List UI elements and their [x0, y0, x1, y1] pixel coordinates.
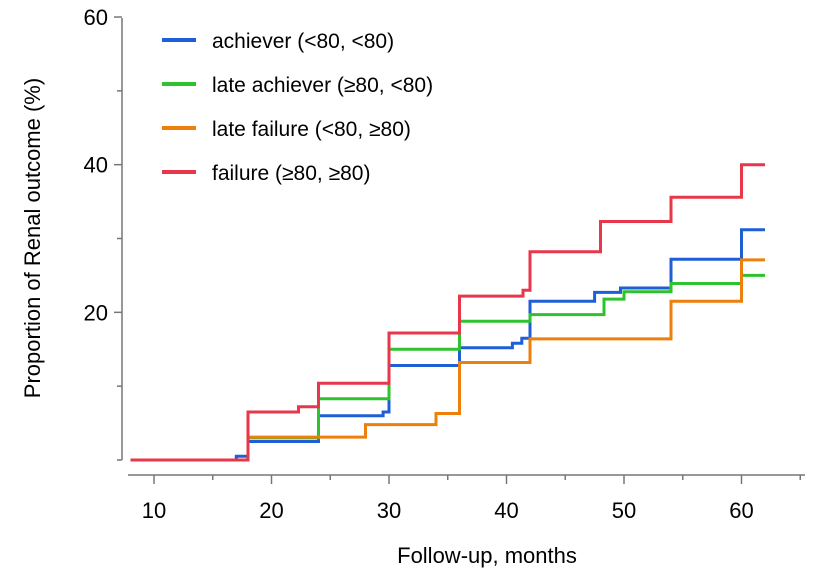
legend: achiever (<80, <80) late achiever (≥80, <…: [162, 30, 433, 185]
legend-label: late failure (<80, ≥80): [212, 118, 411, 141]
legend-label: late achiever (≥80, <80): [212, 74, 433, 97]
x-axis-title: Follow-up, months: [397, 543, 577, 568]
series-line-3: [130, 163, 765, 462]
x-tick-label: 30: [377, 498, 401, 523]
series-line-1: [130, 273, 765, 462]
x-tick-label: 60: [729, 498, 753, 523]
series-line-0: [130, 228, 765, 462]
x-tick-label: 20: [259, 498, 283, 523]
legend-label: achiever (<80, <80): [212, 30, 394, 53]
ticks: 20 40 60 10 20 30 40 50 60: [84, 5, 801, 523]
x-tick-label: 10: [142, 498, 166, 523]
y-tick-label: 20: [84, 300, 108, 325]
series-line-2: [130, 258, 765, 462]
y-axis-title: Proportion of Renal outcome (%): [20, 78, 45, 398]
series-lines: [130, 163, 765, 462]
x-tick-label: 40: [494, 498, 518, 523]
legend-label: failure (≥80, ≥80): [212, 162, 370, 185]
x-tick-label: 50: [612, 498, 636, 523]
y-tick-label: 60: [84, 5, 108, 30]
y-tick-label: 40: [84, 153, 108, 178]
